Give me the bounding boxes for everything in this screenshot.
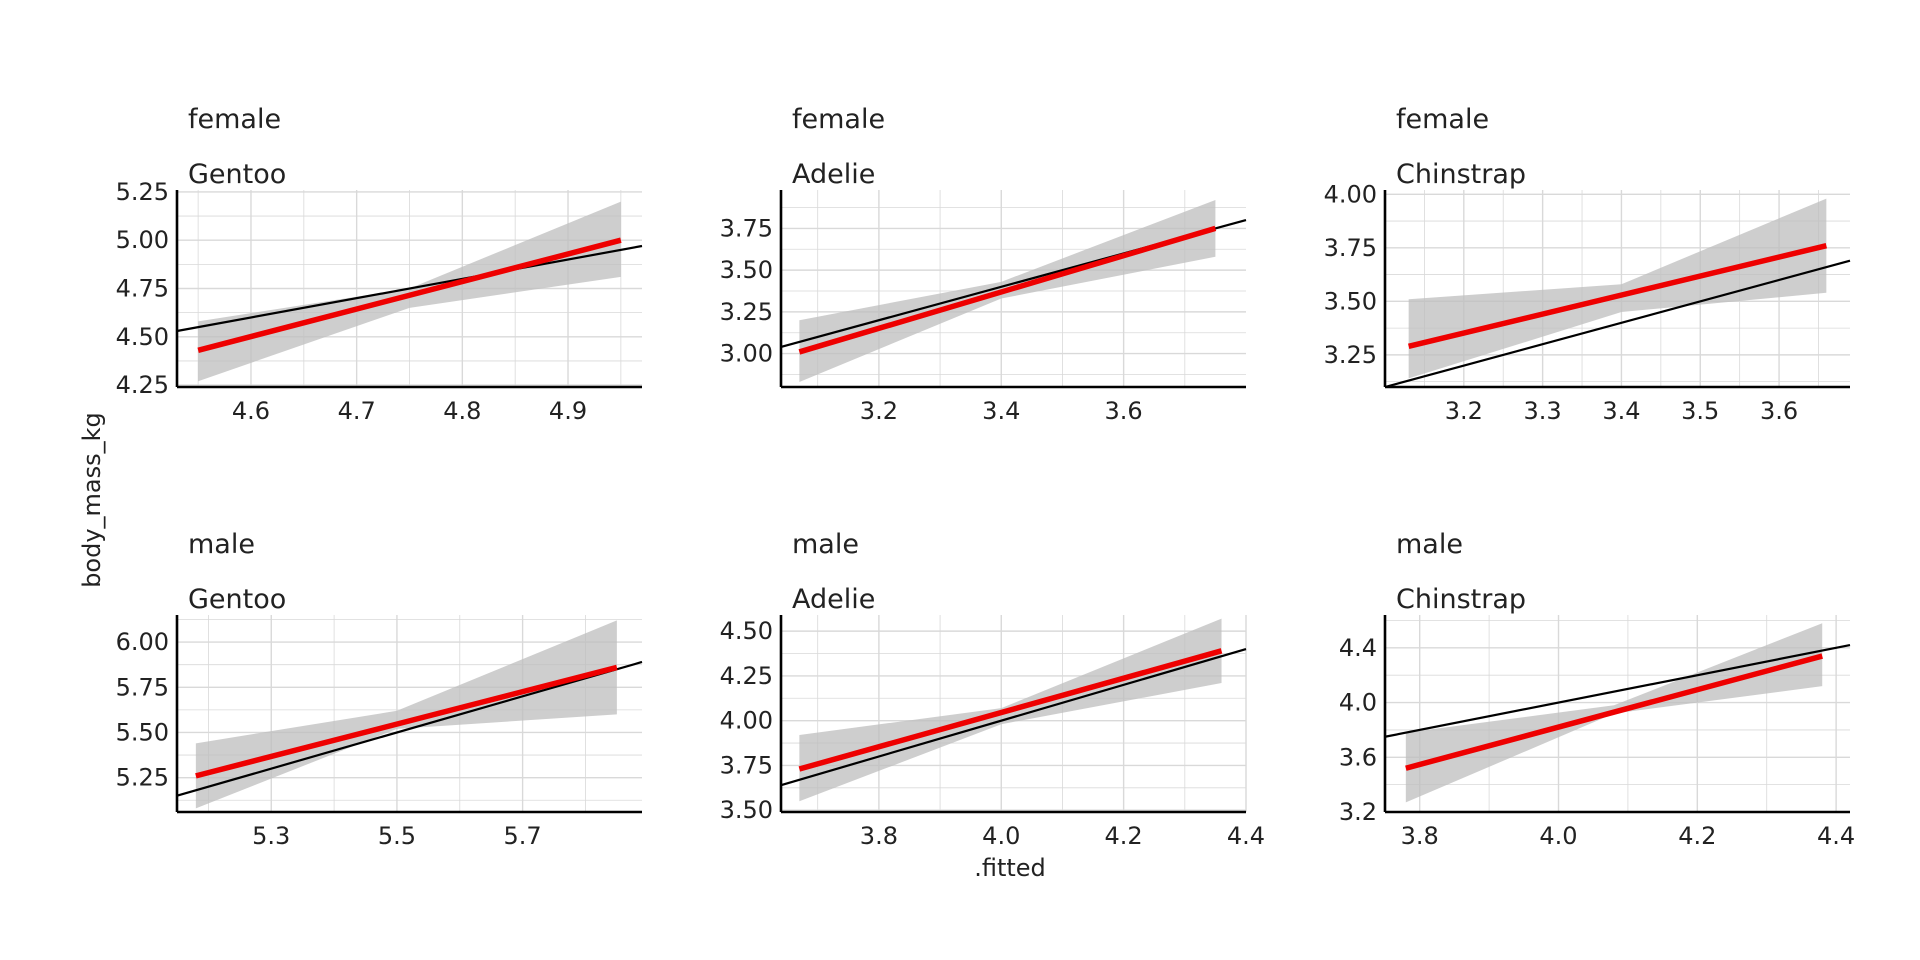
x-tick-label: 4.7 (338, 397, 376, 425)
y-tick-label: 4.25 (116, 371, 169, 399)
y-tick-label: 3.75 (1324, 234, 1377, 262)
x-tick-label: 3.2 (860, 397, 898, 425)
x-tick-label: 3.4 (1602, 397, 1640, 425)
y-tick-label: 5.50 (116, 718, 169, 746)
y-tick-label: 5.75 (116, 673, 169, 701)
y-tick-label: 3.75 (720, 751, 773, 779)
strip-label: Adelie (792, 584, 875, 615)
x-tick-label: 4.4 (1227, 822, 1265, 850)
panel-male-chinstrap: male Chinstrap 3.8 4.0 4.2 4.4 3.2 3.6 4.0 4.4 (1339, 529, 1855, 850)
reference-line (1384, 259, 1851, 389)
panel-female-gentoo: female Gentoo 4.6 4.7 4.8 4.9 4.25 4.50 4.75 5.00… (116, 104, 643, 425)
fit-line (798, 648, 1223, 772)
y-tick-label: 4.50 (720, 617, 773, 645)
y-tick-label: 4.25 (720, 662, 773, 690)
strip-label: female (792, 104, 885, 135)
strip-label: male (188, 529, 255, 560)
x-tick-label: 3.4 (982, 397, 1020, 425)
strip-label: Chinstrap (1396, 584, 1526, 615)
x-axis-title: .fitted (974, 854, 1046, 882)
confidence-band (1408, 198, 1827, 379)
panels-group: female Gentoo 4.6 4.7 4.8 4.9 4.25 4.50 4.75 5.00… (116, 104, 1856, 850)
panel-female-adelie: female Adelie 3.2 3.4 3.6 3.00 3.25 3.50 3.75 (720, 104, 1247, 425)
strip-label: male (1396, 529, 1463, 560)
strip-label: Gentoo (188, 159, 286, 190)
y-tick-label: 4.00 (720, 707, 773, 735)
panel-male-gentoo: male Gentoo 5.3 5.5 5.7 5.25 5.50 5.75 6.00 (116, 529, 643, 850)
reference-line (780, 647, 1247, 787)
x-tick-label: 5.7 (504, 822, 542, 850)
fit-line (798, 225, 1217, 355)
strip-label: Chinstrap (1396, 159, 1526, 190)
y-tick-label: 3.25 (1324, 341, 1377, 369)
x-tick-label: 4.6 (232, 397, 270, 425)
x-tick-label: 4.0 (1539, 822, 1577, 850)
y-tick-label: 5.25 (116, 178, 169, 206)
strip-label: female (1396, 104, 1489, 135)
y-axis-title: body_mass_kg (78, 412, 106, 588)
x-tick-label: 3.8 (1401, 822, 1439, 850)
y-tick-label: 6.00 (116, 628, 169, 656)
x-tick-label: 4.4 (1817, 822, 1855, 850)
fit-line (197, 237, 622, 353)
x-tick-label: 5.5 (378, 822, 416, 850)
strip-label: Gentoo (188, 584, 286, 615)
panel-male-adelie: male Adelie 3.8 4.0 4.2 4.4 3.50 3.75 4.00 4.25 4.… (720, 529, 1266, 850)
y-tick-label: 4.00 (1324, 180, 1377, 208)
confidence-band (198, 201, 621, 382)
reference-line (1384, 644, 1851, 738)
y-tick-label: 4.0 (1339, 689, 1377, 717)
strip-label: male (792, 529, 859, 560)
y-tick-label: 5.25 (116, 764, 169, 792)
x-tick-label: 3.6 (1760, 397, 1798, 425)
x-tick-label: 4.0 (982, 822, 1020, 850)
y-tick-label: 4.4 (1339, 634, 1377, 662)
panel-female-chinstrap: female Chinstrap 3.2 3.3 3.4 3.5 3.6 3.25 3.50 3.… (1324, 104, 1851, 425)
fit-line (195, 664, 618, 779)
y-tick-label: 3.75 (720, 214, 773, 242)
x-tick-label: 5.3 (252, 822, 290, 850)
x-tick-label: 3.5 (1681, 397, 1719, 425)
x-tick-label: 3.6 (1105, 397, 1143, 425)
y-tick-label: 3.50 (1324, 287, 1377, 315)
y-tick-label: 4.50 (116, 323, 169, 351)
x-tick-label: 3.2 (1445, 397, 1483, 425)
fit-line (1405, 653, 1823, 771)
y-tick-label: 3.00 (720, 340, 773, 368)
strip-label: Adelie (792, 159, 875, 190)
x-tick-label: 4.2 (1105, 822, 1143, 850)
x-tick-label: 3.3 (1524, 397, 1562, 425)
y-tick-label: 4.75 (116, 275, 169, 303)
x-tick-label: 4.2 (1678, 822, 1716, 850)
fit-line (1407, 243, 1828, 349)
strip-label: female (188, 104, 281, 135)
y-tick-label: 3.50 (720, 796, 773, 824)
x-tick-label: 3.8 (860, 822, 898, 850)
y-tick-label: 3.25 (720, 298, 773, 326)
reference-line (176, 660, 643, 797)
reference-line (176, 244, 643, 333)
y-tick-label: 3.6 (1339, 743, 1377, 771)
y-tick-label: 5.00 (116, 226, 169, 254)
y-tick-label: 3.50 (720, 256, 773, 284)
x-tick-label: 4.9 (549, 397, 587, 425)
y-tick-label: 3.2 (1339, 798, 1377, 826)
x-tick-label: 4.8 (443, 397, 481, 425)
confidence-band (195, 620, 617, 809)
